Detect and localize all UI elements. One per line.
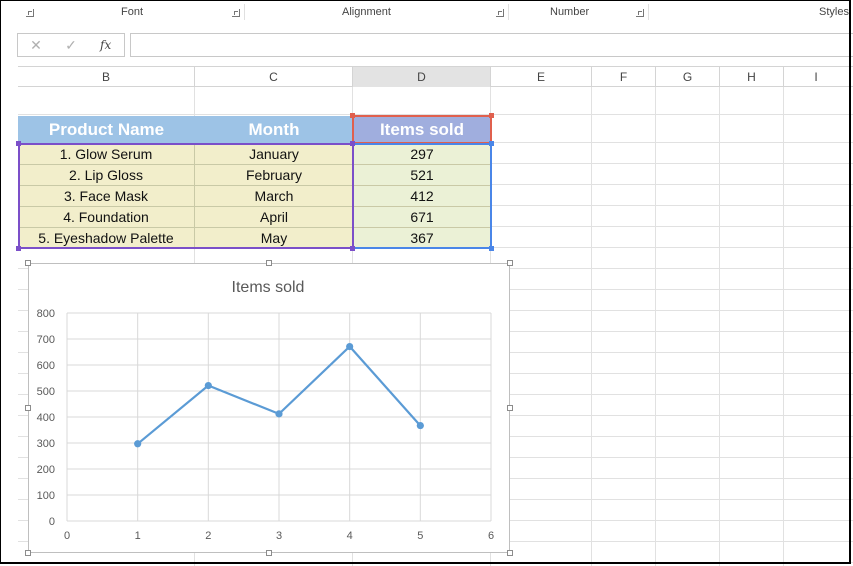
column-header-d[interactable]: D bbox=[353, 67, 491, 87]
data-point[interactable] bbox=[204, 381, 212, 390]
table-cell-month[interactable]: January bbox=[195, 144, 353, 165]
header-product-name[interactable]: Product Name bbox=[18, 116, 195, 144]
chart-resize-handle[interactable] bbox=[507, 550, 513, 556]
column-headers: B C D E F G H I bbox=[18, 66, 853, 87]
chart-resize-handle[interactable] bbox=[507, 405, 513, 411]
y-tick-label: 600 bbox=[37, 360, 55, 372]
table-cell-items[interactable]: 671 bbox=[353, 207, 491, 228]
column-header-c[interactable]: C bbox=[195, 67, 353, 87]
chart-resize-handle[interactable] bbox=[266, 550, 272, 556]
table-cell-product[interactable]: 5. Eyeshadow Palette bbox=[18, 228, 195, 249]
table-cell-product[interactable]: 4. Foundation bbox=[18, 207, 195, 228]
cancel-icon[interactable]: ✕ bbox=[30, 37, 42, 53]
x-tick-label: 2 bbox=[205, 530, 211, 542]
ribbon-group-font: Font bbox=[121, 6, 144, 18]
y-tick-label: 200 bbox=[37, 464, 55, 476]
x-tick-label: 3 bbox=[276, 530, 282, 542]
y-tick-label: 800 bbox=[37, 308, 55, 320]
formula-bar: ✕ ✓ fx bbox=[0, 24, 853, 66]
table-cell-month[interactable]: April bbox=[195, 207, 353, 228]
x-tick-label: 5 bbox=[417, 530, 423, 542]
header-month[interactable]: Month bbox=[195, 116, 353, 144]
x-tick-label: 0 bbox=[64, 530, 70, 542]
ribbon-group-styles: Styles bbox=[819, 6, 849, 18]
check-icon[interactable]: ✓ bbox=[65, 37, 77, 53]
table-cell-month[interactable]: February bbox=[195, 165, 353, 186]
chart-title[interactable]: Items sold bbox=[232, 279, 305, 296]
column-header-h[interactable]: H bbox=[720, 67, 784, 87]
y-tick-label: 700 bbox=[37, 334, 55, 346]
table-cell-product[interactable]: 1. Glow Serum bbox=[18, 144, 195, 165]
range-handle[interactable] bbox=[16, 141, 21, 146]
ribbon-group-bar: Font Alignment Number Styles bbox=[0, 0, 853, 25]
chart-resize-handle[interactable] bbox=[25, 260, 31, 266]
ribbon-group-alignment: Alignment bbox=[342, 6, 391, 18]
range-handle[interactable] bbox=[16, 246, 21, 251]
chart-resize-handle[interactable] bbox=[25, 550, 31, 556]
y-tick-label: 0 bbox=[49, 516, 55, 528]
data-point[interactable] bbox=[134, 440, 142, 448]
chart-resize-handle[interactable] bbox=[25, 405, 31, 411]
y-tick-label: 500 bbox=[37, 386, 55, 398]
column-header-e[interactable]: E bbox=[491, 67, 592, 87]
table-cell-items[interactable]: 367 bbox=[353, 228, 491, 249]
alignment-launcher-icon[interactable] bbox=[496, 9, 504, 17]
header-items-sold[interactable]: Items sold bbox=[353, 116, 491, 144]
chart-resize-handle[interactable] bbox=[266, 260, 272, 266]
chart-resize-handle[interactable] bbox=[507, 260, 513, 266]
range-handle[interactable] bbox=[489, 246, 494, 251]
data-point[interactable] bbox=[275, 410, 283, 418]
x-tick-label: 4 bbox=[347, 530, 353, 542]
x-tick-label: 6 bbox=[488, 530, 494, 542]
table-cell-items[interactable]: 521 bbox=[353, 165, 491, 186]
data-point[interactable] bbox=[416, 421, 424, 430]
x-tick-label: 1 bbox=[135, 530, 141, 542]
number-launcher-icon[interactable] bbox=[636, 9, 644, 17]
range-handle[interactable] bbox=[489, 141, 494, 146]
range-handle[interactable] bbox=[350, 113, 355, 118]
ribbon-group-number: Number bbox=[550, 6, 590, 18]
column-header-g[interactable]: G bbox=[656, 67, 720, 87]
formula-input[interactable] bbox=[130, 33, 853, 57]
font-launcher-icon[interactable] bbox=[232, 9, 240, 17]
y-tick-label: 300 bbox=[37, 438, 55, 450]
column-header-f[interactable]: F bbox=[592, 67, 656, 87]
y-tick-label: 100 bbox=[37, 490, 55, 502]
table-cell-items[interactable]: 297 bbox=[353, 144, 491, 165]
table-cell-product[interactable]: 2. Lip Gloss bbox=[18, 165, 195, 186]
y-tick-label: 400 bbox=[37, 412, 55, 424]
column-header-i[interactable]: I bbox=[814, 70, 818, 84]
line-chart: Items sold 0 100 200 300 400 500 600 700 800 0 1 2 3… bbox=[37, 279, 494, 542]
table-cell-items[interactable]: 412 bbox=[353, 186, 491, 207]
chart-object[interactable]: Items sold 0 100 200 300 400 500 600 700 800 0 1 2 3… bbox=[28, 263, 510, 553]
table-cell-month[interactable]: March bbox=[195, 186, 353, 207]
formula-buttons: ✕ ✓ fx bbox=[17, 33, 125, 57]
dialog-launcher-icon[interactable] bbox=[26, 9, 34, 17]
range-handle[interactable] bbox=[350, 246, 355, 251]
column-header-b[interactable]: B bbox=[18, 67, 195, 87]
data-point[interactable] bbox=[346, 342, 354, 351]
table-cell-product[interactable]: 3. Face Mask bbox=[18, 186, 195, 207]
range-handle[interactable] bbox=[350, 141, 355, 146]
insert-function-icon[interactable]: fx bbox=[100, 38, 112, 52]
table-cell-month[interactable]: May bbox=[195, 228, 353, 249]
range-handle[interactable] bbox=[489, 113, 494, 118]
